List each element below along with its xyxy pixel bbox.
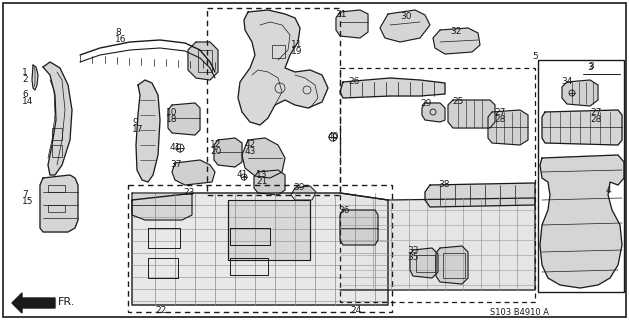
Polygon shape	[436, 246, 468, 284]
Text: 10: 10	[166, 108, 177, 117]
Polygon shape	[172, 160, 215, 185]
Text: 43: 43	[245, 147, 257, 156]
Polygon shape	[214, 138, 242, 167]
Polygon shape	[40, 175, 78, 232]
Bar	[272, 45, 285, 58]
Text: 3: 3	[588, 62, 594, 71]
Text: 11: 11	[291, 40, 303, 49]
Text: 24: 24	[350, 306, 361, 315]
Text: 22: 22	[155, 306, 166, 315]
Text: 17: 17	[132, 125, 143, 134]
Text: 30: 30	[400, 12, 411, 21]
Polygon shape	[562, 80, 598, 106]
Polygon shape	[448, 100, 495, 128]
Bar	[207, 8, 340, 195]
Text: 28: 28	[590, 115, 601, 124]
Text: 19: 19	[291, 47, 303, 56]
Text: 27: 27	[590, 108, 601, 117]
Text: 18: 18	[166, 115, 177, 124]
Polygon shape	[425, 183, 535, 207]
Text: 27: 27	[494, 108, 505, 117]
Bar	[228, 200, 310, 260]
Polygon shape	[488, 110, 528, 145]
Polygon shape	[340, 193, 535, 290]
Text: 16: 16	[115, 35, 126, 44]
Polygon shape	[422, 103, 445, 122]
Text: 25: 25	[452, 97, 464, 106]
Bar	[538, 60, 624, 292]
Bar	[443, 253, 465, 278]
Text: 9: 9	[132, 118, 138, 127]
Polygon shape	[380, 10, 430, 42]
Text: 12: 12	[210, 140, 221, 149]
Polygon shape	[132, 193, 388, 305]
Text: 5: 5	[532, 52, 538, 61]
Text: 8: 8	[115, 28, 121, 37]
Bar	[340, 68, 535, 302]
Text: 34: 34	[561, 77, 572, 86]
Polygon shape	[291, 186, 316, 200]
Text: 2: 2	[22, 75, 28, 84]
Polygon shape	[340, 210, 378, 245]
Polygon shape	[540, 155, 624, 288]
Text: 41: 41	[237, 170, 248, 179]
Polygon shape	[254, 170, 285, 195]
Text: 36: 36	[338, 206, 350, 215]
Bar	[416, 255, 435, 272]
Text: 21: 21	[256, 177, 267, 186]
Text: 3: 3	[587, 63, 593, 73]
Bar	[48, 205, 65, 212]
Polygon shape	[12, 293, 55, 313]
Text: 40: 40	[328, 132, 340, 141]
Text: 33: 33	[407, 246, 418, 255]
Polygon shape	[336, 10, 368, 38]
Text: 37: 37	[170, 160, 182, 169]
Text: 6: 6	[22, 90, 28, 99]
Text: 23: 23	[183, 188, 194, 197]
Polygon shape	[132, 193, 192, 220]
Bar	[198, 50, 212, 72]
Text: FR.: FR.	[58, 297, 75, 307]
Text: 13: 13	[256, 170, 267, 179]
Text: 14: 14	[22, 97, 33, 106]
Bar	[52, 128, 62, 140]
Text: 38: 38	[438, 180, 450, 189]
Text: 4: 4	[606, 186, 611, 195]
Bar	[228, 200, 310, 260]
Polygon shape	[43, 62, 72, 175]
Text: 42: 42	[245, 140, 256, 149]
Text: 41: 41	[170, 143, 181, 152]
Polygon shape	[136, 80, 160, 182]
Text: 35: 35	[407, 253, 418, 262]
Text: 1: 1	[22, 68, 28, 77]
Text: 28: 28	[494, 115, 505, 124]
Bar	[52, 145, 62, 157]
Polygon shape	[188, 42, 218, 80]
Polygon shape	[32, 65, 38, 90]
Text: 29: 29	[420, 99, 431, 108]
Bar	[48, 185, 65, 192]
Text: 31: 31	[335, 10, 347, 19]
Polygon shape	[238, 10, 328, 125]
Bar	[128, 185, 392, 312]
Polygon shape	[168, 103, 200, 135]
Text: 7: 7	[22, 190, 28, 199]
Polygon shape	[242, 138, 285, 178]
Text: 26: 26	[348, 77, 359, 86]
Polygon shape	[340, 78, 445, 98]
Text: 39: 39	[293, 183, 304, 192]
Polygon shape	[410, 248, 438, 278]
Polygon shape	[433, 28, 480, 54]
Text: 20: 20	[210, 147, 221, 156]
Text: S103 B4910 A: S103 B4910 A	[491, 308, 550, 317]
Text: 32: 32	[450, 27, 462, 36]
Text: 15: 15	[22, 197, 33, 206]
Polygon shape	[542, 110, 622, 145]
